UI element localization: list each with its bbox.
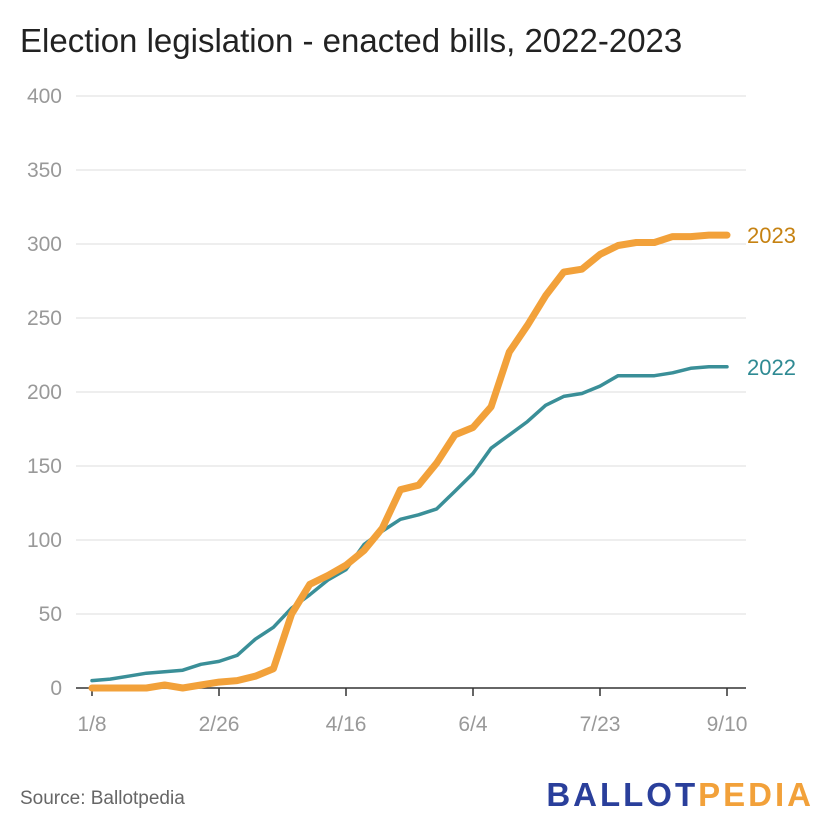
x-tick-label: 1/8 — [77, 713, 106, 736]
x-tick-label: 6/4 — [458, 713, 488, 736]
series-label-2022: 2022 — [747, 355, 796, 380]
y-tick-label: 200 — [27, 381, 62, 404]
y-tick-label: 50 — [39, 603, 62, 626]
line-chart: 0 50 100 150 200 250 300 350 400 1/8 2/26 4/16 6/4 7… — [27, 85, 796, 736]
ballotpedia-logo: BALLOTPEDIA — [546, 776, 814, 814]
series-line-2022 — [90, 365, 729, 683]
source-note: Source: Ballotpedia — [20, 788, 185, 809]
y-tick-label: 400 — [27, 85, 62, 108]
chart-title: Election legislation - enacted bills, 20… — [20, 22, 683, 59]
y-tick-label: 0 — [50, 677, 62, 700]
logo-part-ballot: BALLOT — [546, 776, 699, 813]
series-lines — [88, 231, 731, 692]
y-tick-label: 350 — [27, 159, 62, 182]
x-tick-label: 4/16 — [326, 713, 367, 736]
y-tick-label: 250 — [27, 307, 62, 330]
logo-part-pedia: PEDIA — [698, 776, 814, 813]
x-axis: 1/8 2/26 4/16 6/4 7/23 9/10 — [76, 687, 748, 736]
y-tick-label: 100 — [27, 529, 62, 552]
series-label-2023: 2023 — [747, 223, 796, 248]
x-tick-label: 9/10 — [707, 713, 748, 736]
x-tick-label: 2/26 — [199, 713, 240, 736]
series-line-2023 — [88, 231, 731, 692]
x-tick-label: 7/23 — [580, 713, 621, 736]
y-axis: 0 50 100 150 200 250 300 350 400 — [27, 85, 62, 700]
y-tick-label: 150 — [27, 455, 62, 478]
series-labels: 2022 2023 — [747, 223, 796, 380]
y-tick-label: 300 — [27, 233, 62, 256]
gridlines — [76, 95, 746, 615]
